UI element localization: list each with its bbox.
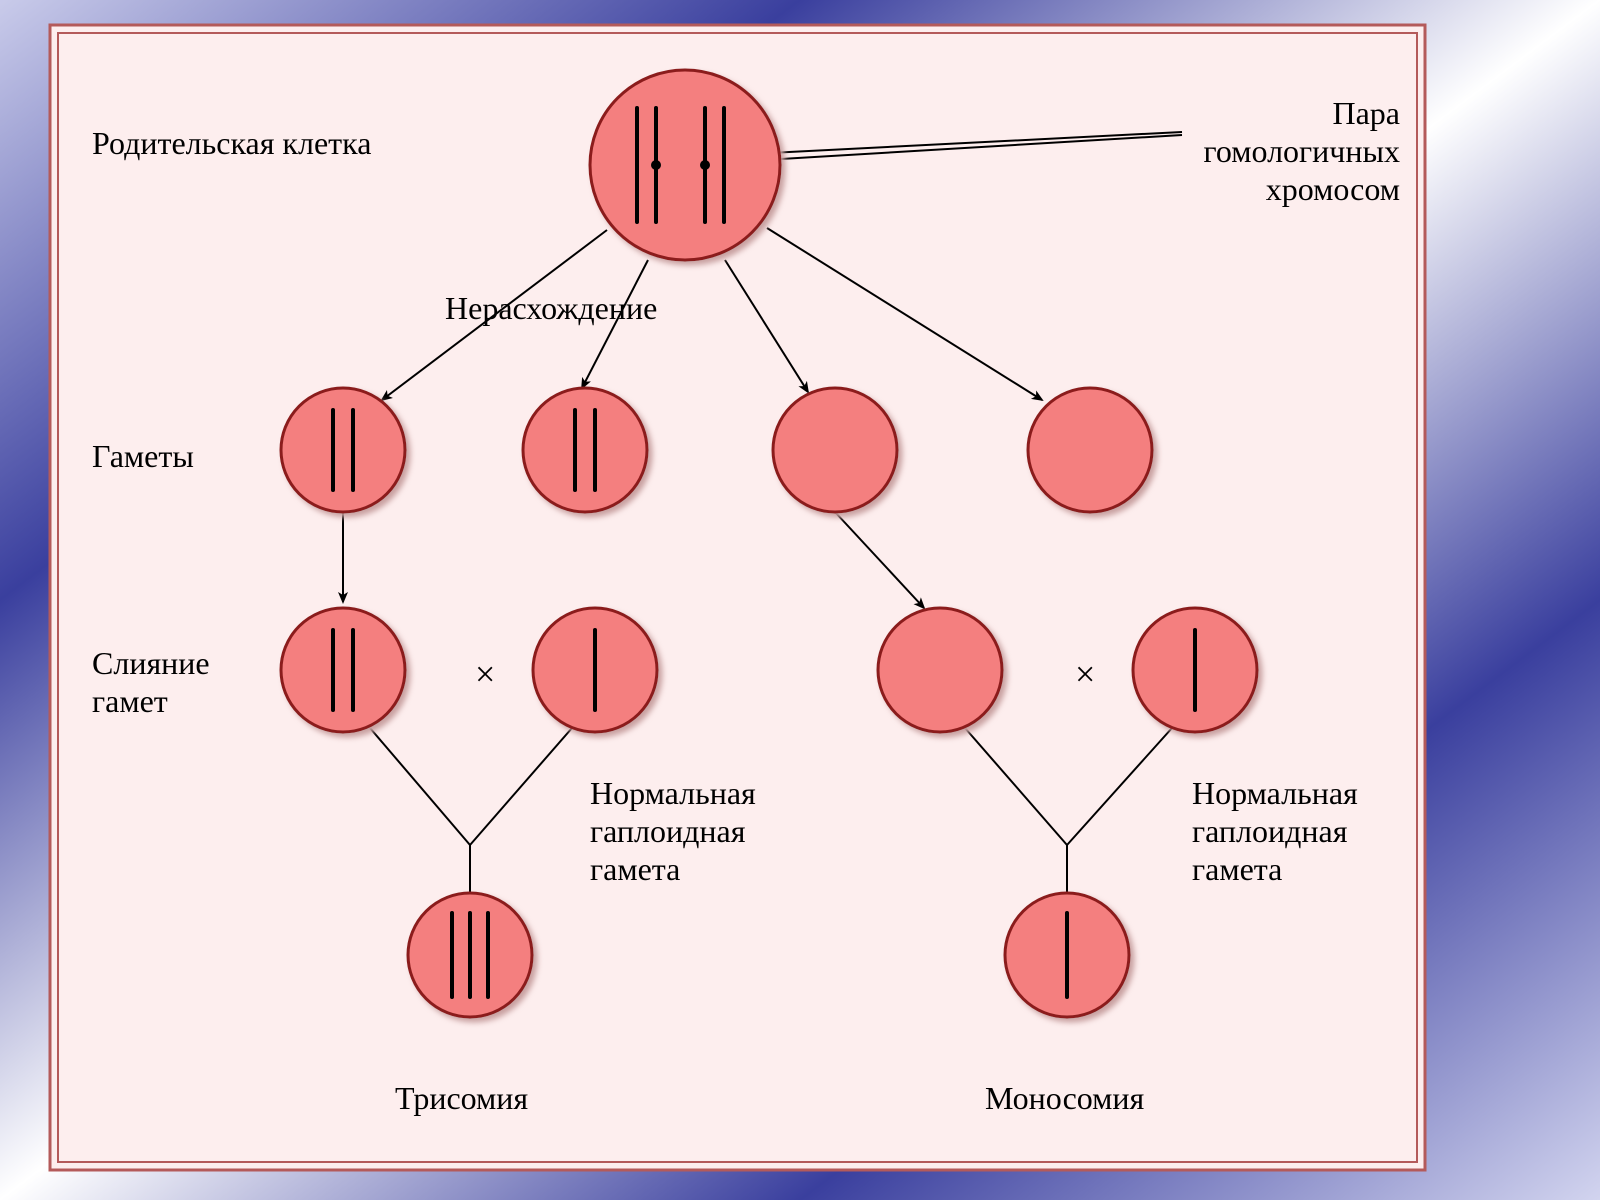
cell-fuseL1 <box>281 608 405 732</box>
cell-fuseR1 <box>878 608 1002 732</box>
cell-monosomy <box>1005 893 1129 1017</box>
cell-gamete3 <box>773 388 897 512</box>
cell-parent <box>590 70 780 260</box>
label-gametes: Гаметы <box>92 438 194 476</box>
label-cross_left: × <box>475 653 495 695</box>
label-cross_right: × <box>1075 653 1095 695</box>
cell-gamete2 <box>523 388 647 512</box>
label-pair_homolog: Пара гомологичных хромосом <box>1190 95 1400 208</box>
cell-fuseR2 <box>1133 608 1257 732</box>
label-parent_cell: Родительская клетка <box>92 125 371 163</box>
cell-trisomy <box>408 893 532 1017</box>
cell-gamete1 <box>281 388 405 512</box>
cell-gamete4 <box>1028 388 1152 512</box>
label-normal_gamete_right: Нормальная гаплоидная гамета <box>1192 775 1358 888</box>
label-trisomy: Трисомия <box>395 1080 528 1118</box>
diagram-stage: Родительская клетка Пара гомологичных хро… <box>0 0 1600 1200</box>
label-normal_gamete_left: Нормальная гаплоидная гамета <box>590 775 756 888</box>
label-monosomy: Моносомия <box>985 1080 1144 1118</box>
label-nondisjunction: Нерасхождение <box>445 290 657 328</box>
cell-fuseL2 <box>533 608 657 732</box>
label-fusion: Слияние гамет <box>92 645 210 721</box>
